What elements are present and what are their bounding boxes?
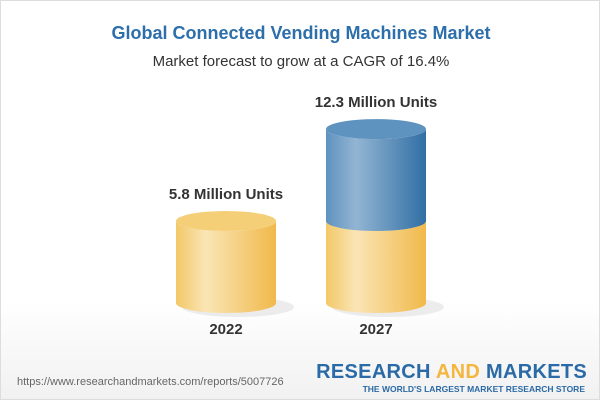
data-label: 12.3 Million Units: [315, 94, 438, 111]
data-label: 5.8 Million Units: [169, 186, 283, 203]
brand-logo: RESEARCH AND MARKETS: [316, 361, 587, 383]
bar-2027-base-body: [326, 221, 426, 313]
chart-title: Global Connected Vending Machines Market: [111, 23, 491, 43]
bar-2027-growth-top: [326, 119, 426, 140]
category-label: 2022: [209, 321, 242, 338]
bar-2022-base-top: [176, 211, 276, 231]
chart-subtitle: Market forecast to grow at a CAGR of 16.…: [152, 53, 450, 70]
bar-2022-base-body: [176, 221, 276, 313]
brand-tagline: THE WORLD'S LARGEST MARKET RESEARCH STOR…: [362, 384, 585, 394]
category-label: 2027: [359, 321, 392, 338]
source-url[interactable]: https://www.researchandmarkets.com/repor…: [17, 376, 284, 388]
bar-2027-growth-body: [326, 129, 426, 231]
